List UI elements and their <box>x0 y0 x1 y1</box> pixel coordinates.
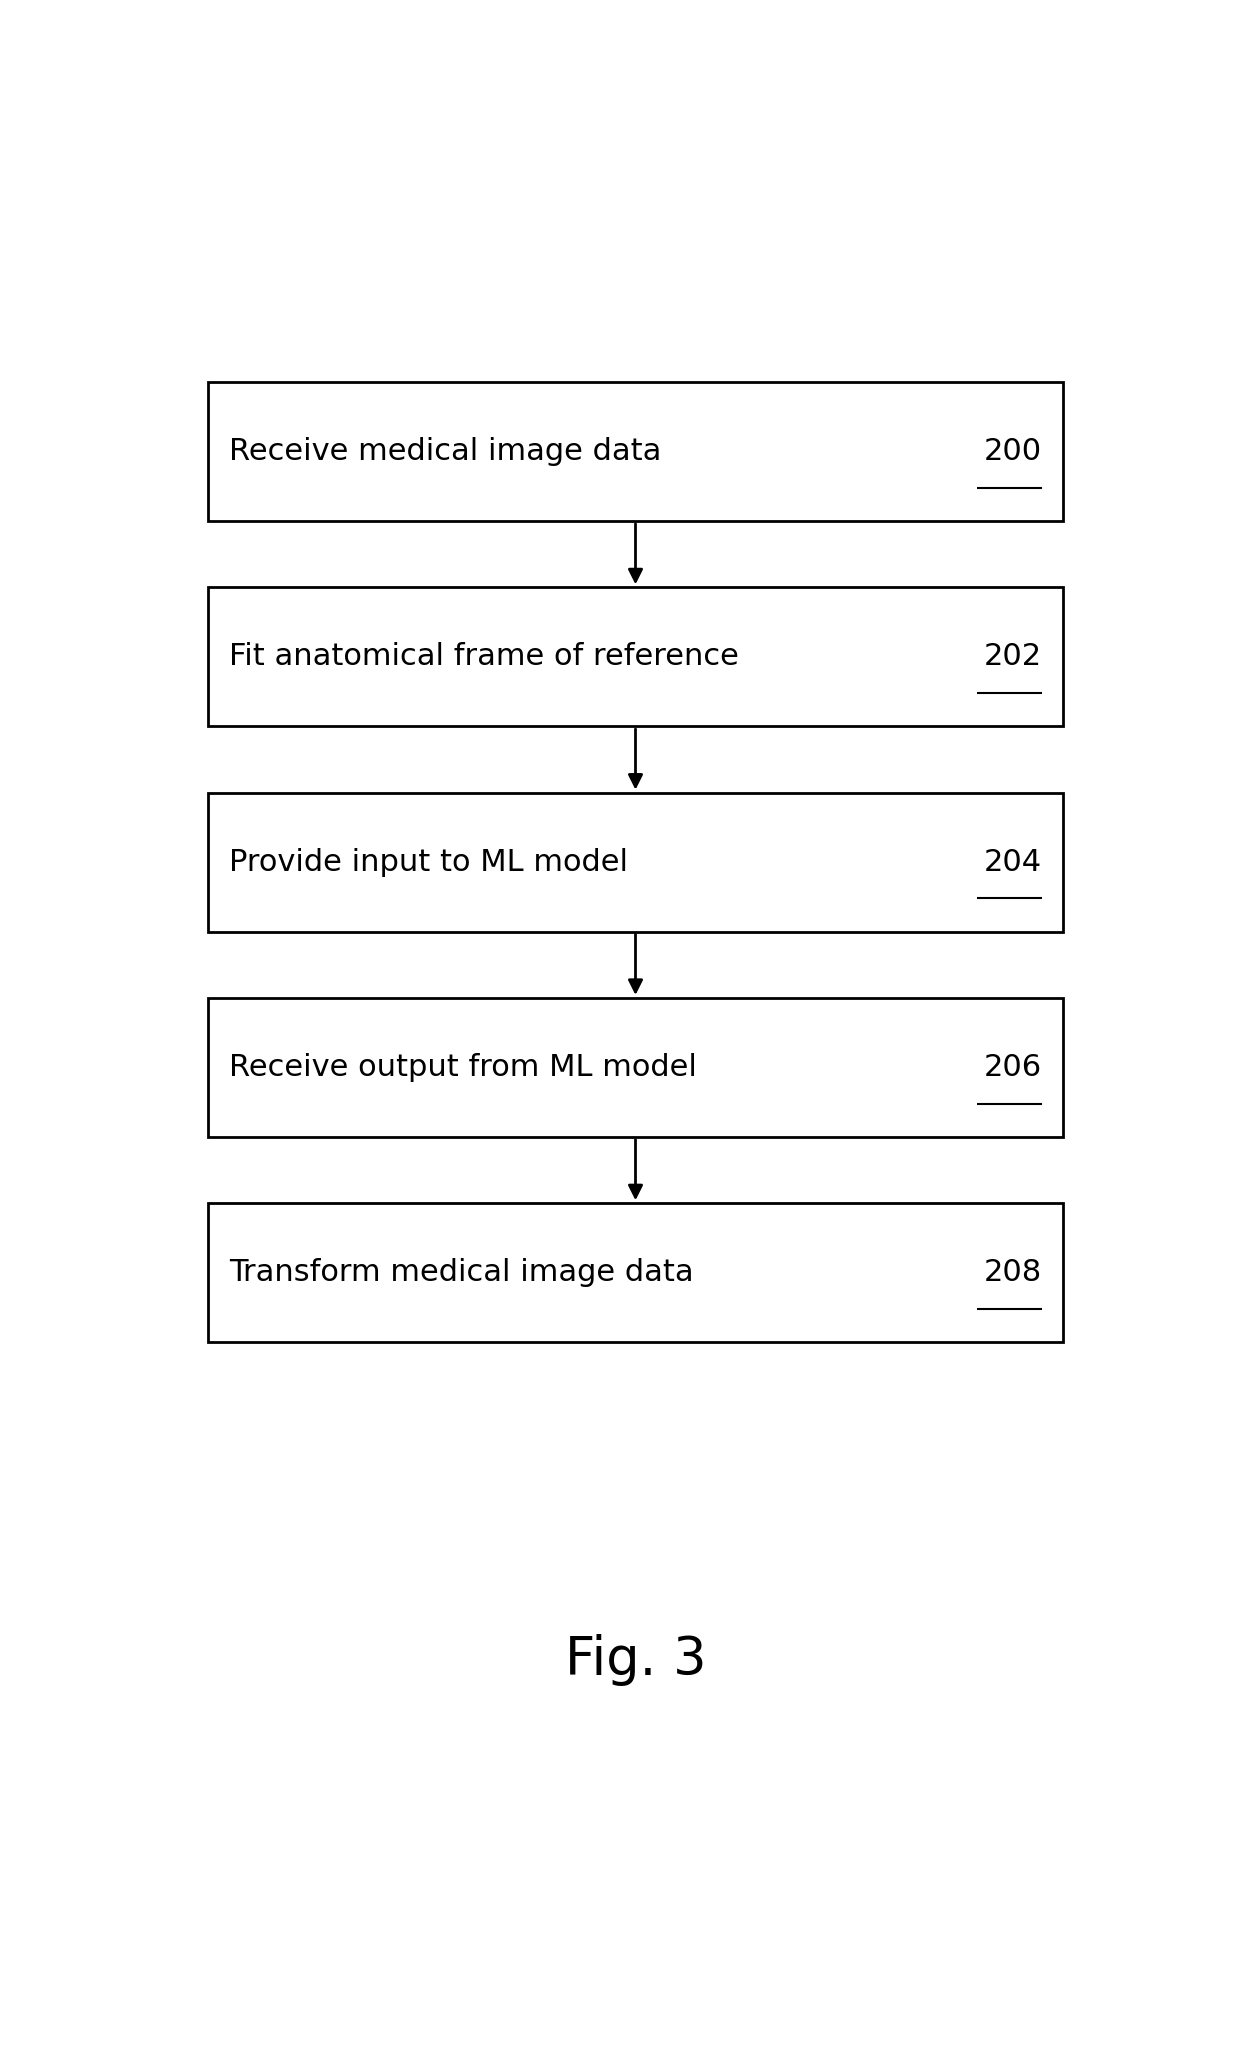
Text: 200: 200 <box>983 437 1042 466</box>
Text: 208: 208 <box>983 1257 1042 1288</box>
Text: Fig. 3: Fig. 3 <box>564 1633 707 1686</box>
Text: Transform medical image data: Transform medical image data <box>229 1257 693 1288</box>
Bar <box>208 381 1063 521</box>
Text: Receive medical image data: Receive medical image data <box>229 437 661 466</box>
Text: 204: 204 <box>983 847 1042 876</box>
Bar <box>208 999 1063 1136</box>
Text: 202: 202 <box>983 642 1042 671</box>
Text: 206: 206 <box>983 1052 1042 1081</box>
Bar <box>208 1204 1063 1341</box>
Text: Fit anatomical frame of reference: Fit anatomical frame of reference <box>229 642 739 671</box>
Text: Provide input to ML model: Provide input to ML model <box>229 847 627 876</box>
Bar <box>208 792 1063 931</box>
Text: Receive output from ML model: Receive output from ML model <box>229 1052 697 1081</box>
Bar <box>208 587 1063 726</box>
